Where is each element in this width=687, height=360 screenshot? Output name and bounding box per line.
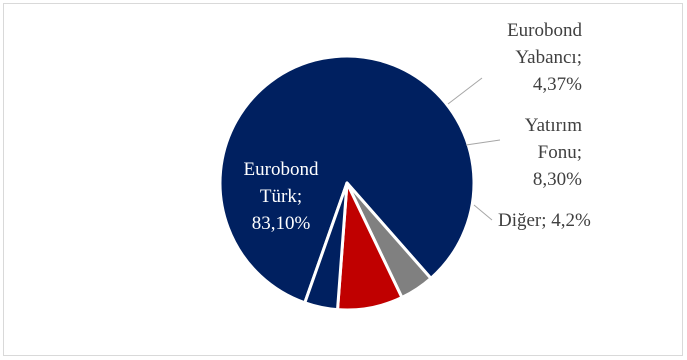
leader-line	[473, 204, 493, 221]
data-label: Eurobond Türk; 83,10%	[244, 159, 319, 234]
data-label: Eurobond Yabancı; 4,37%	[507, 20, 582, 95]
pie-slice-eurobond-türk	[218, 54, 476, 305]
data-labels: Eurobond Türk; 83,10% Eurobond Yabancı; 4,37%…	[244, 20, 592, 234]
data-label: Diğer; 4,2%	[498, 210, 591, 231]
pie-slices	[218, 54, 476, 312]
pie-slice-diğer	[303, 181, 349, 312]
leader-line	[465, 139, 501, 146]
data-label: Yatırım Fonu; 8,30%	[525, 115, 582, 190]
leader-lines	[447, 77, 501, 221]
leader-line	[447, 77, 483, 105]
